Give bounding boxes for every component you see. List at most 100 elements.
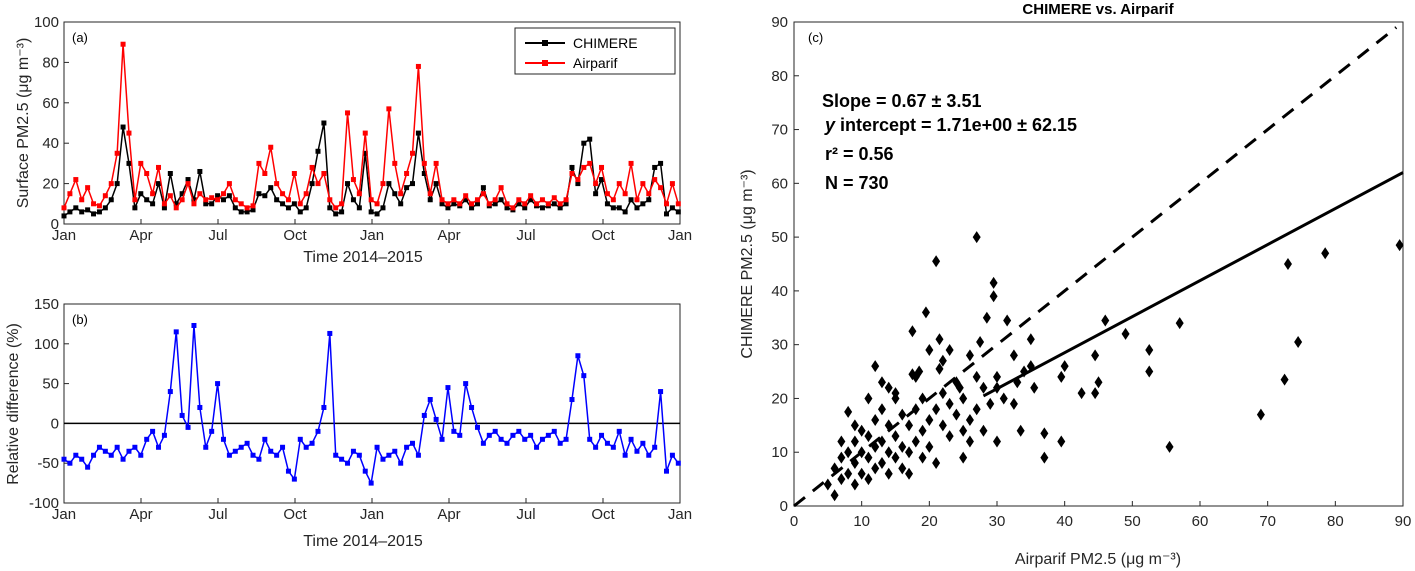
panel-a-point-chimere bbox=[404, 185, 410, 191]
panel-a-point-airparif bbox=[215, 197, 221, 203]
panel-a-point-chimere bbox=[280, 201, 286, 207]
panel-b-point-relative-difference bbox=[587, 436, 593, 442]
scatter-point bbox=[1283, 258, 1292, 270]
panel-b-point-relative-difference bbox=[321, 404, 327, 410]
scatter-point bbox=[945, 397, 954, 410]
scatter-point bbox=[905, 419, 914, 432]
panel-a-point-chimere bbox=[73, 205, 79, 211]
panel-b-point-relative-difference bbox=[439, 436, 445, 442]
scatter-point bbox=[945, 344, 954, 357]
panel-a-point-airparif bbox=[451, 197, 457, 203]
panel-a-point-airparif bbox=[61, 205, 67, 211]
panel-c-xtick-label: 40 bbox=[1056, 513, 1073, 530]
panel-a-point-airparif bbox=[167, 193, 173, 199]
panel-a-point-airparif bbox=[339, 201, 345, 207]
panel-a-point-chimere bbox=[61, 213, 67, 219]
panel-a-point-airparif bbox=[262, 171, 268, 176]
panel-b-point-relative-difference bbox=[398, 460, 404, 466]
panel-a-ytick-label: 80 bbox=[42, 54, 59, 71]
panel-a-point-airparif bbox=[203, 197, 209, 203]
panel-b-point-relative-difference bbox=[274, 452, 280, 458]
panel-b-point-relative-difference bbox=[303, 444, 309, 450]
scatter-point bbox=[1040, 427, 1049, 440]
panel-a-point-airparif bbox=[510, 205, 516, 211]
panel-b-point-relative-difference bbox=[563, 436, 569, 442]
panel-a-point-chimere bbox=[108, 197, 114, 203]
panel-a-point-chimere bbox=[652, 164, 658, 170]
panel-b-point-relative-difference bbox=[79, 456, 85, 462]
panel-a-point-airparif bbox=[392, 160, 398, 166]
scatter-point bbox=[877, 456, 886, 469]
panel-a-point-chimere bbox=[604, 201, 610, 207]
panel-a-point-airparif bbox=[374, 201, 380, 207]
panel-b-point-relative-difference bbox=[628, 436, 634, 442]
panel-b-point-relative-difference bbox=[345, 460, 351, 466]
stat-slope: Slope = 0.67 ± 3.51 bbox=[822, 91, 981, 111]
scatter-point bbox=[993, 370, 1001, 383]
panel-a-point-airparif bbox=[492, 197, 498, 203]
panel-a-point-airparif bbox=[350, 177, 356, 183]
scatter-point bbox=[965, 435, 974, 448]
panel-b-point-relative-difference bbox=[315, 428, 321, 434]
scatter-point bbox=[1280, 373, 1289, 386]
panel-a-point-airparif bbox=[539, 197, 545, 203]
panel-c-label: (c) bbox=[808, 30, 823, 45]
panel-a-xtick-label: Oct bbox=[591, 227, 615, 244]
panel-a-point-airparif bbox=[545, 201, 551, 207]
panel-c-xtick-label: 0 bbox=[790, 513, 798, 530]
scatter-point bbox=[1145, 344, 1154, 357]
panel-a-point-chimere bbox=[451, 201, 457, 207]
panel-a-point-airparif bbox=[610, 197, 616, 203]
scatter-point bbox=[918, 451, 927, 464]
panel-b-point-relative-difference bbox=[356, 452, 362, 458]
panel-a-point-chimere bbox=[563, 201, 569, 207]
scatter-point bbox=[1091, 349, 1100, 362]
scatter-point bbox=[864, 451, 873, 464]
panel-a-point-airparif bbox=[604, 191, 610, 197]
panel-a-point-chimere bbox=[557, 205, 563, 211]
panel-a-point-chimere bbox=[522, 205, 528, 211]
scatter-point bbox=[850, 478, 859, 491]
panel-b-point-relative-difference bbox=[421, 412, 427, 418]
panel-a-point-chimere bbox=[628, 197, 634, 203]
panel-b-point-relative-difference bbox=[652, 444, 658, 450]
panel-b-xtick-label: Jan bbox=[52, 506, 76, 523]
panel-a-point-chimere bbox=[551, 201, 557, 207]
panel-a-point-airparif bbox=[516, 197, 522, 203]
panel-a-point-chimere bbox=[232, 205, 238, 211]
panel-b-xtick-label: Oct bbox=[283, 506, 307, 523]
panel-b-point-relative-difference bbox=[215, 381, 221, 387]
panel-b-point-relative-difference bbox=[114, 444, 120, 450]
panel-b-point-relative-difference bbox=[581, 373, 587, 379]
panel-a-point-chimere bbox=[215, 193, 221, 199]
panel-b-xtick-label: Apr bbox=[437, 506, 460, 523]
scatter-point bbox=[965, 349, 974, 362]
panel-b-point-relative-difference bbox=[469, 404, 475, 410]
panel-a-point-chimere bbox=[91, 211, 97, 217]
panel-a-point-airparif bbox=[156, 164, 162, 170]
panel-b-point-relative-difference bbox=[108, 452, 114, 458]
panel-a-point-airparif bbox=[386, 106, 392, 112]
scatter-point bbox=[891, 451, 900, 464]
panel-a-point-chimere bbox=[268, 185, 274, 191]
panel-b-point-relative-difference bbox=[138, 452, 144, 458]
panel-a-point-chimere bbox=[291, 201, 297, 207]
scatter-point bbox=[1321, 247, 1330, 260]
scatter-point bbox=[864, 430, 873, 443]
scatter-point bbox=[884, 381, 893, 394]
panel-a-point-chimere bbox=[599, 177, 605, 183]
panel-b-ylabel: Relative difference (%) bbox=[5, 323, 22, 485]
panel-b-point-relative-difference bbox=[675, 460, 681, 466]
panel-a-point-chimere bbox=[610, 205, 616, 211]
panel-b-point-relative-difference bbox=[539, 436, 545, 442]
scatter-point bbox=[871, 413, 880, 426]
panel-a-point-airparif bbox=[303, 191, 309, 197]
scatter-point bbox=[1009, 349, 1018, 362]
panel-a-point-airparif bbox=[327, 197, 333, 203]
panel-a-point-airparif bbox=[132, 197, 138, 203]
panel-a-point-airparif bbox=[368, 197, 374, 203]
scatter-point bbox=[911, 435, 920, 448]
scatter-point bbox=[1395, 239, 1404, 252]
panel-a-point-airparif bbox=[593, 181, 599, 187]
panel-a-point-airparif bbox=[85, 185, 91, 191]
